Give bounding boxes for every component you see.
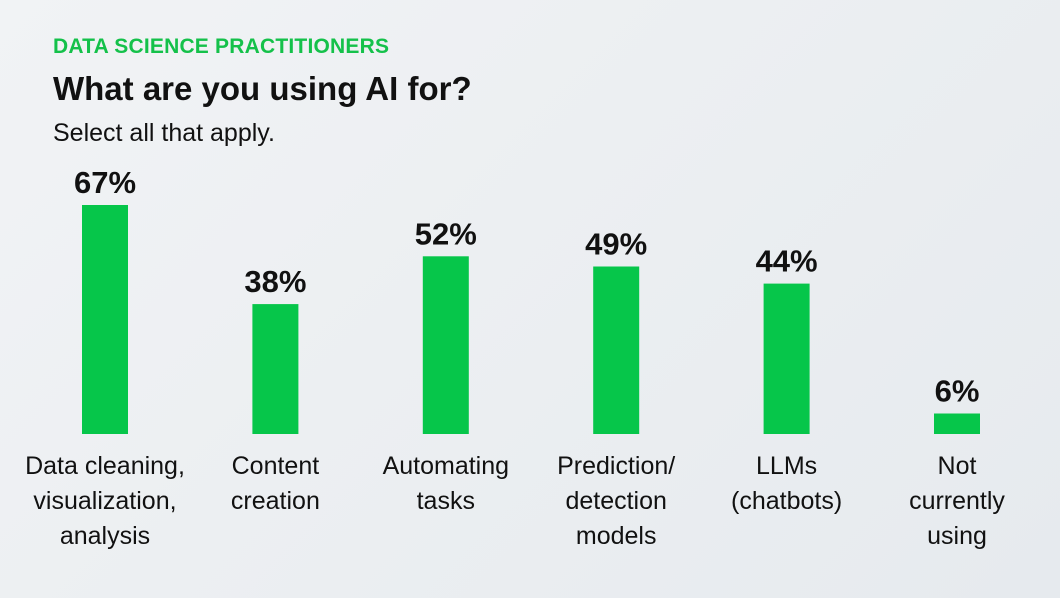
bar-3 xyxy=(422,256,469,434)
value-label-2: 38% xyxy=(244,264,306,299)
value-label-3: 52% xyxy=(415,216,477,251)
category-label-5: LLMs (chatbots) xyxy=(731,452,842,515)
chart-kicker: DATA SCIENCE PRACTITIONERS xyxy=(53,35,390,58)
chart-subtitle: Select all that apply. xyxy=(53,119,275,147)
bar-4 xyxy=(593,266,640,434)
bar-6 xyxy=(934,413,980,434)
category-label-1: Data cleaning, visualization, analysis xyxy=(25,452,185,550)
chart-title: What are you using AI for? xyxy=(53,70,472,107)
bar-5 xyxy=(763,283,810,434)
bar-2 xyxy=(252,304,299,434)
bar-1 xyxy=(82,205,128,434)
value-label-1: 67% xyxy=(74,165,136,200)
category-label-6: Not currently using xyxy=(909,452,1005,550)
value-label-5: 44% xyxy=(756,244,818,279)
value-label-6: 6% xyxy=(935,374,980,409)
category-label-2: Content creation xyxy=(231,452,320,515)
category-label-4: Prediction/detection models xyxy=(557,452,675,550)
category-label-3: Automating tasks xyxy=(383,452,509,515)
value-label-4: 49% xyxy=(585,227,647,262)
